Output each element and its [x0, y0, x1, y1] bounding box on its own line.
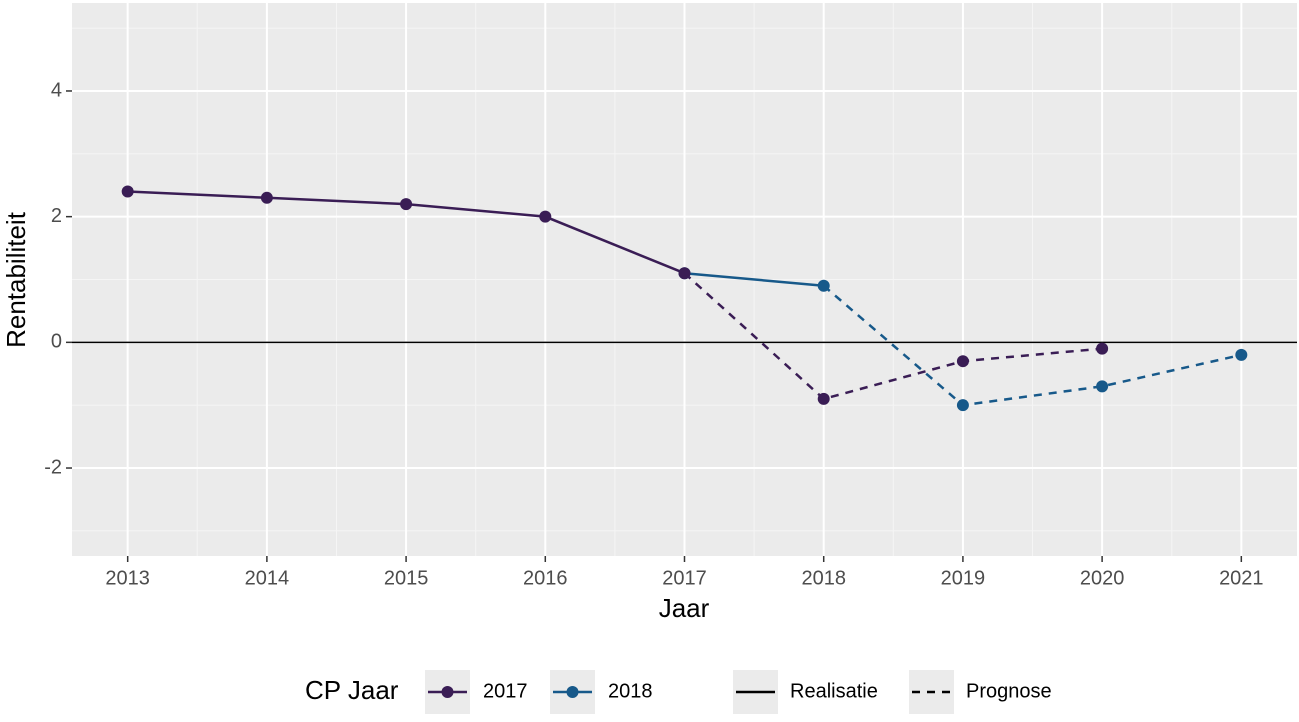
prognosis-line — [822, 284, 1242, 407]
point — [121, 185, 134, 198]
x-tick-label: 2019 — [941, 567, 986, 589]
x-tick-label: 2021 — [1219, 567, 1264, 589]
legend-point — [566, 686, 579, 698]
x-tick-label: 2017 — [662, 567, 707, 589]
point — [817, 392, 830, 405]
point — [956, 399, 969, 412]
legend-title: CP Jaar — [305, 675, 399, 705]
x-tick-label: 2018 — [801, 567, 846, 589]
realisation-line — [684, 271, 824, 288]
x-tick-label: 2015 — [384, 567, 429, 589]
point — [1096, 380, 1109, 393]
legend-point — [441, 686, 454, 698]
point — [539, 210, 552, 223]
x-tick-label: 2020 — [1080, 567, 1125, 589]
legend-label: 2017 — [483, 680, 528, 702]
legend-label: Prognose — [966, 680, 1052, 702]
legend-label: Realisatie — [790, 680, 878, 702]
x-tick-label: 2013 — [105, 567, 150, 589]
x-axis-title: Jaar — [659, 593, 710, 623]
legend-label: 2018 — [608, 680, 653, 702]
point — [400, 198, 413, 211]
point — [1235, 348, 1248, 361]
point — [260, 191, 273, 204]
y-tick-label: 2 — [51, 205, 62, 227]
y-tick-label: 4 — [51, 79, 62, 101]
plot-layer — [72, 3, 1297, 556]
x-tick-label: 2014 — [245, 567, 290, 589]
point — [956, 355, 969, 368]
point — [678, 267, 691, 280]
y-axis-title: Rentabiliteit — [1, 211, 31, 348]
x-tick-label: 2016 — [523, 567, 568, 589]
y-tick-label: -2 — [44, 456, 62, 478]
point — [1096, 342, 1109, 355]
prognosis-line — [683, 272, 1103, 401]
point — [817, 279, 830, 292]
y-tick-label: 0 — [51, 331, 62, 353]
